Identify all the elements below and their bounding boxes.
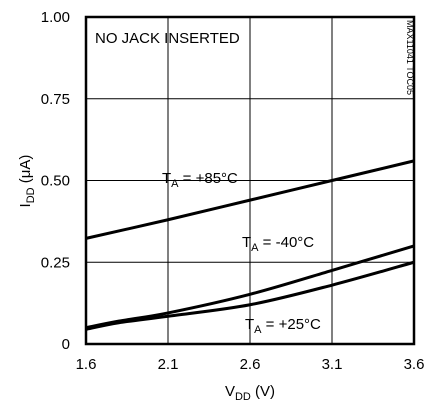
series-line-0 [85,159,415,240]
x-tick-label: 3.6 [404,356,425,373]
y-tick-label: 0 [62,336,70,353]
figure-code: MAX11041 TOC05 [405,20,415,95]
plot-frame [84,15,416,346]
x-tick-label: 3.1 [322,356,343,373]
y-tick-label: 0.75 [41,91,70,108]
x-axis-label: VDD (V) [225,383,275,403]
y-tick-label: 0.50 [41,173,70,190]
x-tick-label: 1.6 [76,356,97,373]
series-label-25c: TA = +25°C [245,316,321,336]
annotation-no-jack: NO JACK INSERTED [95,30,240,47]
series-label-m40c: TA = -40°C [242,234,314,254]
y-tick-labels: 0 0.25 0.50 0.75 1.00 [41,9,70,353]
y-tick-label: 1.00 [41,9,70,26]
series-line-1 [85,244,415,330]
x-tick-label: 2.6 [240,356,261,373]
x-tick-labels: 1.6 2.1 2.6 3.1 3.6 [76,356,425,373]
y-axis-label: IDD (μA) [17,155,37,208]
series-label-85c: TA = +85°C [162,170,238,190]
x-tick-label: 2.1 [158,356,179,373]
curves [85,159,415,331]
series-line-2 [85,260,415,331]
y-tick-label: 0.25 [41,254,70,271]
